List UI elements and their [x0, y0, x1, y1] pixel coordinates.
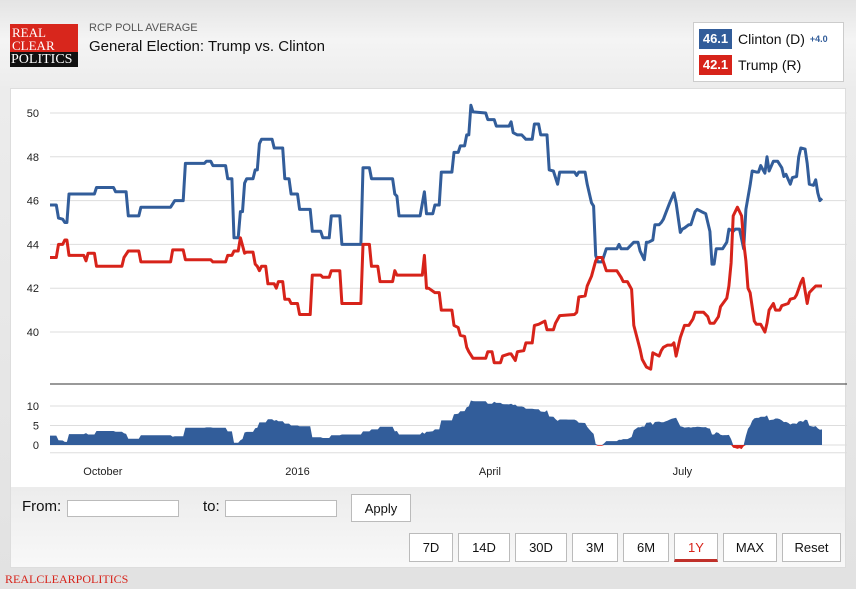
- range-7d-button[interactable]: 7D: [409, 533, 453, 562]
- footer-brand: REALCLEARPOLITICS: [5, 572, 129, 586]
- spread-negative-area: [50, 445, 822, 450]
- chart-panel: 40 42 44 46 48 50 0 5 10 October 2016 April July: [10, 88, 847, 488]
- apply-button[interactable]: Apply: [351, 494, 411, 522]
- main-series: [50, 103, 824, 371]
- range-6m-button[interactable]: 6M: [623, 533, 669, 562]
- to-date-input[interactable]: [225, 500, 337, 517]
- logo-bottom: POLITICS: [10, 52, 78, 67]
- main-grid: [50, 112, 847, 333]
- spread-change: +4.0: [809, 34, 828, 44]
- to-label: to:: [203, 498, 220, 515]
- y-tick-label: 50: [27, 108, 39, 120]
- spread-y-tick-label: 10: [27, 401, 39, 413]
- x-tick-label: April: [479, 466, 501, 478]
- clinton-label: Clinton (D): [738, 31, 805, 47]
- y-tick-label: 44: [27, 239, 39, 251]
- legend-item-trump[interactable]: 42.1 Trump (R): [699, 55, 801, 75]
- trump-value-badge: 42.1: [699, 55, 732, 75]
- spread-positive-area: [50, 400, 822, 445]
- y-tick-label: 42: [27, 283, 39, 295]
- range-3m-button[interactable]: 3M: [572, 533, 618, 562]
- y-tick-label: 48: [27, 152, 39, 164]
- y-tick-label: 46: [27, 196, 39, 208]
- range-controls: From: to: Apply 7D 14D 30D 3M 6M 1Y MAX …: [10, 487, 846, 568]
- page-title: General Election: Trump vs. Clinton: [89, 38, 325, 55]
- x-axis-ticks: October 2016 April July: [83, 466, 692, 478]
- spread-y-tick-label: 5: [33, 421, 39, 433]
- rcp-logo: REAL CLEAR POLITICS: [10, 24, 78, 67]
- spread-y-ticks: 0 5 10: [27, 401, 39, 452]
- clinton-series-line: [50, 103, 824, 266]
- x-tick-label: 2016: [285, 466, 309, 478]
- reset-button[interactable]: Reset: [782, 533, 841, 562]
- legend: 46.1 Clinton (D) +4.0 42.1 Trump (R): [693, 22, 844, 82]
- trump-label: Trump (R): [738, 57, 802, 73]
- x-tick-label: July: [673, 466, 693, 478]
- y-tick-label: 40: [27, 327, 39, 339]
- clinton-value-badge: 46.1: [699, 29, 732, 49]
- poll-chart: 40 42 44 46 48 50 0 5 10 October 2016 April July: [27, 103, 847, 478]
- kicker: RCP POLL AVERAGE: [89, 22, 198, 34]
- main-y-ticks: 40 42 44 46 48 50: [27, 108, 39, 339]
- range-1y-button[interactable]: 1Y: [674, 533, 718, 562]
- x-tick-label: October: [83, 466, 122, 478]
- trump-series-line: [50, 205, 822, 371]
- logo-word-clear: CLEAR: [12, 38, 55, 53]
- range-14d-button[interactable]: 14D: [458, 533, 510, 562]
- from-date-input[interactable]: [67, 500, 179, 517]
- logo-word-real: REAL: [12, 25, 46, 40]
- from-label: From:: [22, 498, 62, 515]
- range-30d-button[interactable]: 30D: [515, 533, 567, 562]
- legend-item-clinton[interactable]: 46.1 Clinton (D) +4.0: [699, 29, 828, 49]
- spread-y-tick-label: 0: [33, 440, 39, 452]
- logo-top: REAL CLEAR: [10, 24, 78, 52]
- spread-area: [50, 400, 822, 450]
- range-max-button[interactable]: MAX: [723, 533, 777, 562]
